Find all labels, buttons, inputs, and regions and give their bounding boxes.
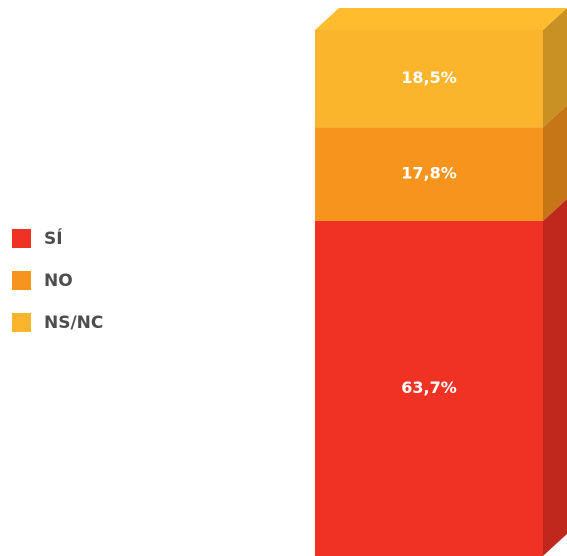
legend-swatch — [12, 229, 31, 248]
bar-side — [543, 8, 567, 128]
legend-swatch — [12, 313, 31, 332]
bar-side — [543, 105, 567, 221]
bar-segment — [315, 127, 543, 221]
value-label: 17,8% — [401, 164, 457, 183]
legend-swatch — [12, 271, 31, 290]
legend-label: NO — [44, 271, 73, 291]
bar-top — [315, 8, 567, 30]
bar-segment — [315, 30, 543, 128]
legend-label: NS/NC — [44, 313, 103, 333]
legend-label: SÍ — [44, 227, 63, 249]
bar-segment — [315, 220, 543, 556]
value-label: 18,5% — [401, 68, 457, 87]
bar-side — [543, 198, 567, 556]
value-label: 63,7% — [401, 378, 457, 397]
